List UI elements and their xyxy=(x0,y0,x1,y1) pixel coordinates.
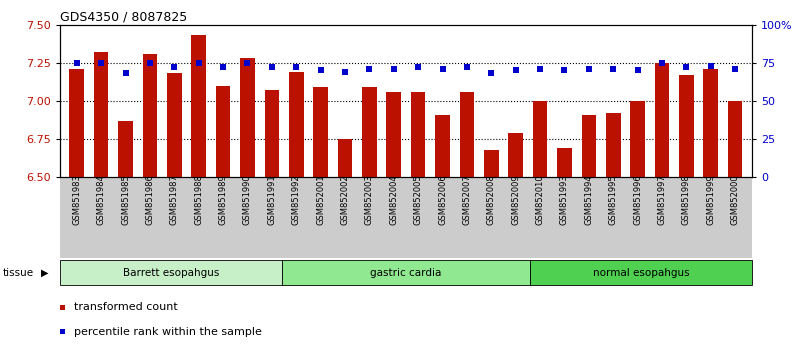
Point xyxy=(119,71,132,76)
Point xyxy=(631,68,644,73)
Text: GDS4350 / 8087825: GDS4350 / 8087825 xyxy=(60,11,187,24)
Bar xyxy=(240,58,255,177)
Bar xyxy=(557,148,572,177)
Bar xyxy=(191,35,206,177)
Point xyxy=(241,60,254,66)
Point xyxy=(338,69,351,75)
Bar xyxy=(459,92,474,177)
Bar xyxy=(60,260,283,285)
Bar xyxy=(529,260,752,285)
Point xyxy=(388,66,400,72)
Bar xyxy=(362,87,377,177)
Bar xyxy=(119,121,133,177)
Point xyxy=(729,66,742,72)
Bar xyxy=(167,74,181,177)
Bar xyxy=(728,101,743,177)
Point xyxy=(583,66,595,72)
Point xyxy=(290,64,302,70)
Text: ▶: ▶ xyxy=(41,268,48,278)
Text: normal esopahgus: normal esopahgus xyxy=(592,268,689,278)
Point xyxy=(193,60,205,66)
Point xyxy=(656,60,669,66)
Bar xyxy=(264,90,279,177)
Bar xyxy=(582,115,596,177)
Point xyxy=(143,60,156,66)
Point xyxy=(607,66,619,72)
Point xyxy=(485,71,498,76)
Bar xyxy=(704,69,718,177)
Bar xyxy=(679,75,693,177)
Text: tissue: tissue xyxy=(2,268,33,278)
Point xyxy=(314,68,327,73)
Point xyxy=(704,63,717,69)
Point xyxy=(533,66,546,72)
Bar xyxy=(630,101,645,177)
Bar xyxy=(94,52,108,177)
Point xyxy=(70,60,83,66)
Point xyxy=(509,68,522,73)
Bar xyxy=(289,72,303,177)
Text: gastric cardia: gastric cardia xyxy=(370,268,442,278)
Bar xyxy=(142,54,158,177)
Point xyxy=(95,60,107,66)
Text: percentile rank within the sample: percentile rank within the sample xyxy=(74,326,262,337)
Point xyxy=(461,64,474,70)
Bar xyxy=(606,113,621,177)
Text: Barrett esopahgus: Barrett esopahgus xyxy=(123,268,219,278)
Point xyxy=(558,68,571,73)
Point xyxy=(363,66,376,72)
Point xyxy=(412,64,424,70)
Point xyxy=(680,64,693,70)
Bar xyxy=(338,139,353,177)
Text: transformed count: transformed count xyxy=(74,302,178,313)
Bar xyxy=(509,133,523,177)
Bar xyxy=(654,63,669,177)
Point xyxy=(217,64,229,70)
Bar xyxy=(533,101,548,177)
Bar xyxy=(386,92,401,177)
Point xyxy=(436,66,449,72)
Bar xyxy=(216,86,230,177)
Point xyxy=(266,64,279,70)
Point xyxy=(168,64,181,70)
Bar xyxy=(283,260,529,285)
Bar xyxy=(411,92,426,177)
Bar xyxy=(435,115,450,177)
Bar xyxy=(69,69,84,177)
Bar xyxy=(314,87,328,177)
Bar xyxy=(484,150,498,177)
